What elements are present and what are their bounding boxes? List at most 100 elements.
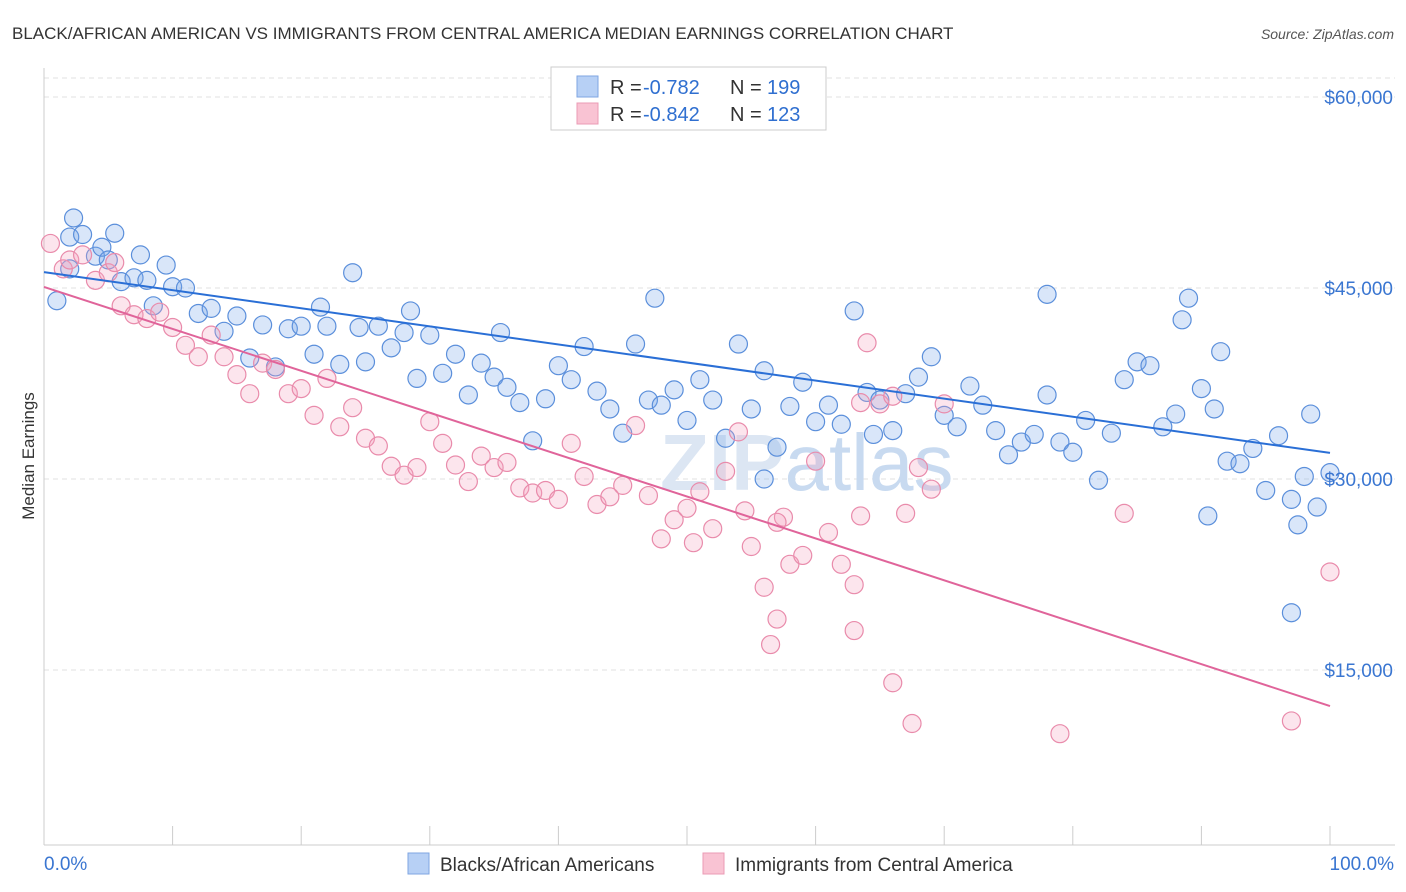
point-central-america <box>902 713 922 734</box>
chart-title: BLACK/AFRICAN AMERICAN VS IMMIGRANTS FRO… <box>12 24 953 43</box>
bottom-legend-pink-label: Immigrants from Central America <box>735 855 1013 876</box>
point-black-african-american <box>793 372 813 392</box>
point-central-america <box>664 510 684 530</box>
point-central-america <box>728 422 749 442</box>
point-black-african-american <box>1204 399 1224 419</box>
point-black-african-american <box>1198 506 1218 526</box>
point-black-african-american <box>63 208 84 228</box>
point-central-america <box>240 384 260 404</box>
point-black-african-american <box>310 297 331 317</box>
point-black-african-american <box>1024 424 1044 445</box>
trend-line-black-african-american <box>43 271 1331 454</box>
point-central-america <box>851 393 871 413</box>
point-black-african-american <box>490 322 511 343</box>
point-black-african-american <box>780 396 800 417</box>
point-black-african-american <box>1166 404 1186 424</box>
y-tick-labels: $15,000 $30,000 $45,000 $60,000 <box>1324 88 1393 682</box>
legend-n-label: N = <box>730 104 762 126</box>
point-black-african-american <box>1140 356 1160 376</box>
point-central-america <box>831 554 851 574</box>
point-central-america <box>851 506 871 526</box>
point-central-america <box>1114 503 1134 523</box>
point-central-america <box>921 479 941 499</box>
legend-r-blue: -0.782 <box>643 77 700 99</box>
point-black-african-american <box>471 353 491 373</box>
y-tick-label: $15,000 <box>1324 661 1393 682</box>
point-black-african-american <box>664 380 684 400</box>
point-black-african-american <box>844 301 864 321</box>
point-central-america <box>574 466 594 487</box>
point-black-african-american <box>214 321 234 341</box>
point-black-african-american <box>317 316 337 336</box>
point-central-america <box>407 457 427 478</box>
point-central-america <box>445 455 466 475</box>
point-central-america <box>883 673 903 693</box>
point-black-african-american <box>561 370 581 390</box>
point-black-african-american <box>156 255 176 275</box>
point-black-african-american <box>1230 454 1250 474</box>
point-central-america <box>265 359 286 380</box>
point-central-america <box>72 245 93 265</box>
y-tick-label: $60,000 <box>1324 88 1393 109</box>
point-central-america <box>471 446 491 466</box>
point-black-african-american <box>947 417 967 437</box>
point-central-america <box>433 433 453 453</box>
point-central-america <box>805 451 826 471</box>
point-central-america <box>638 485 659 506</box>
point-black-african-american <box>1037 385 1057 405</box>
point-central-america <box>368 436 388 456</box>
point-black-african-american <box>291 316 311 336</box>
point-black-african-american <box>651 395 671 415</box>
point-black-african-american <box>175 278 196 298</box>
point-central-america <box>741 536 761 557</box>
point-black-african-american <box>728 334 749 354</box>
point-central-america <box>291 378 311 399</box>
point-central-america <box>124 305 144 325</box>
point-central-america <box>227 364 247 385</box>
point-black-african-american <box>510 393 530 413</box>
point-central-america <box>677 498 697 518</box>
point-black-african-american <box>188 303 208 324</box>
chart-source: Source: ZipAtlas.com <box>1261 26 1394 42</box>
point-central-america <box>844 620 864 641</box>
point-black-african-american <box>394 322 414 343</box>
point-black-african-american <box>960 376 980 396</box>
point-black-african-american <box>921 347 941 367</box>
bottom-legend-blue-label: Blacks/African Americans <box>440 855 654 876</box>
point-central-america <box>703 519 723 539</box>
point-central-america <box>548 489 569 509</box>
point-black-african-american <box>754 469 774 489</box>
x-tick-label-max: 100.0% <box>1330 854 1395 875</box>
point-black-african-american <box>1288 515 1308 535</box>
point-black-african-american <box>1153 417 1173 437</box>
point-black-african-american <box>458 385 478 405</box>
point-central-america <box>40 233 61 254</box>
point-central-america <box>484 457 504 478</box>
point-black-african-american <box>1281 603 1302 623</box>
point-black-african-american <box>805 412 826 432</box>
point-black-african-american <box>1037 284 1057 304</box>
point-central-america <box>343 398 363 418</box>
bottom-legend: Blacks/African Americans Immigrants from… <box>407 852 1013 876</box>
point-central-america <box>896 503 916 523</box>
point-black-african-american <box>1294 466 1314 487</box>
point-black-african-american <box>72 224 93 245</box>
point-black-african-american <box>420 325 440 345</box>
point-black-african-american <box>1178 288 1199 308</box>
point-black-african-american <box>1172 310 1192 330</box>
point-black-african-american <box>130 245 151 265</box>
point-central-america <box>767 609 787 629</box>
point-black-african-american <box>677 410 697 431</box>
point-black-african-american <box>105 223 125 243</box>
point-central-america <box>760 634 781 655</box>
point-black-african-american <box>1243 438 1263 459</box>
point-central-america <box>651 529 671 549</box>
point-central-america <box>278 384 298 404</box>
y-tick-label: $45,000 <box>1324 279 1393 300</box>
point-central-america <box>793 545 813 566</box>
point-black-african-american <box>1191 378 1212 399</box>
point-black-african-american <box>497 377 517 397</box>
point-black-african-american <box>754 361 774 381</box>
point-central-america <box>818 522 839 543</box>
point-black-african-american <box>1127 352 1147 372</box>
